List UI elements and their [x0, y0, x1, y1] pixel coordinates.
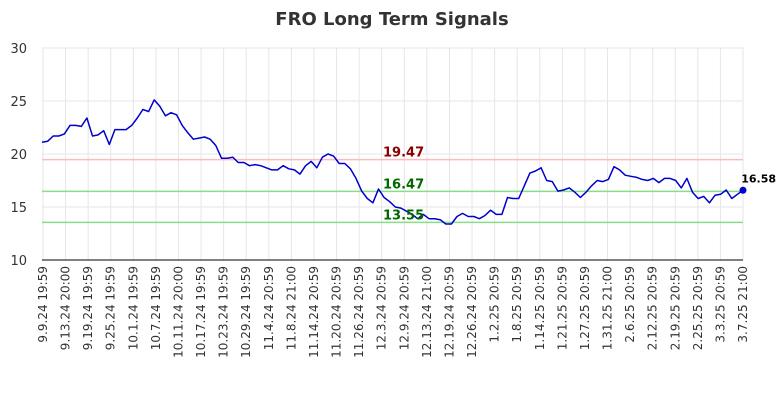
- x-tick-label: 11.20.24 20:59: [330, 266, 344, 358]
- x-tick-label: 9.25.24 19:59: [104, 266, 118, 350]
- x-tick-label: 12.19.24 20:59: [442, 266, 456, 358]
- y-tick-label: 10: [10, 254, 27, 269]
- x-tick-label: 10.29.24 19:59: [239, 266, 253, 358]
- x-tick-label: 12.26.24 20:59: [465, 266, 479, 358]
- x-tick-label: 1.14.25 20:59: [533, 266, 547, 350]
- annotations: 19.47 16.47 13.55 16.58: [383, 146, 776, 224]
- x-tick-label: 11.8.24 21:00: [284, 266, 298, 350]
- level-label: 19.47: [383, 146, 424, 161]
- x-tick-label: 9.9.24 19:59: [36, 266, 50, 343]
- x-tick-label: 10.1.24 19:59: [126, 266, 140, 350]
- x-tick-label: 2.25.25 20:59: [691, 266, 705, 350]
- last-value-marker: [739, 186, 747, 194]
- x-tick-label: 11.26.24 20:59: [352, 266, 366, 358]
- y-tick-label: 30: [10, 42, 27, 57]
- signal-levels: [42, 158, 743, 224]
- x-tick-label: 10.23.24 19:59: [217, 266, 231, 358]
- series-line: [41, 99, 744, 225]
- x-tick-label: 10.17.24 19:59: [194, 266, 208, 358]
- y-tick-labels: 10 15 20 25 30: [10, 42, 27, 269]
- x-tick-label: 1.31.25 21:00: [601, 266, 615, 350]
- x-tick-label: 12.13.24 21:00: [420, 266, 434, 358]
- y-tick-label: 25: [10, 95, 27, 110]
- x-tick-label: 10.7.24 19:59: [149, 266, 163, 350]
- x-tick-label: 2.19.25 20:59: [668, 266, 682, 350]
- x-tick-label: 2.12.25 20:59: [646, 266, 660, 350]
- x-tick-label: 3.3.25 20:59: [713, 266, 727, 343]
- last-value-label: 16.58: [741, 172, 776, 185]
- x-tick-label: 1.8.25 20:59: [510, 266, 524, 343]
- series-group: [41, 99, 744, 225]
- x-tick-label: 1.21.25 20:59: [555, 266, 569, 350]
- x-tick-label: 11.4.24 20:59: [262, 266, 276, 350]
- chart-title: FRO Long Term Signals: [275, 9, 508, 30]
- x-tick-label: 11.14.24 20:59: [307, 266, 321, 358]
- x-tick-labels: 9.9.24 19:59 9.13.24 20:00 9.19.24 19:59 9.…: [36, 266, 750, 358]
- y-tick-label: 15: [10, 201, 27, 216]
- x-tick-label: 1.27.25 20:59: [578, 266, 592, 350]
- level-label: 13.55: [383, 208, 424, 223]
- grid: [42, 47, 744, 261]
- x-tick-label: 12.9.24 20:59: [397, 266, 411, 350]
- level-label: 16.47: [383, 177, 424, 192]
- x-tick-label: 3.7.25 21:00: [736, 266, 750, 343]
- x-tick-label: 2.6.25 20:59: [623, 266, 637, 343]
- x-tick-label: 9.13.24 20:00: [59, 266, 73, 350]
- x-tick-label: 1.2.25 20:59: [488, 266, 502, 343]
- x-tick-label: 9.19.24 19:59: [81, 266, 95, 350]
- y-tick-label: 20: [10, 148, 27, 163]
- x-tick-label: 12.3.24 20:59: [375, 266, 389, 350]
- x-tick-label: 10.11.24 20:00: [171, 266, 185, 358]
